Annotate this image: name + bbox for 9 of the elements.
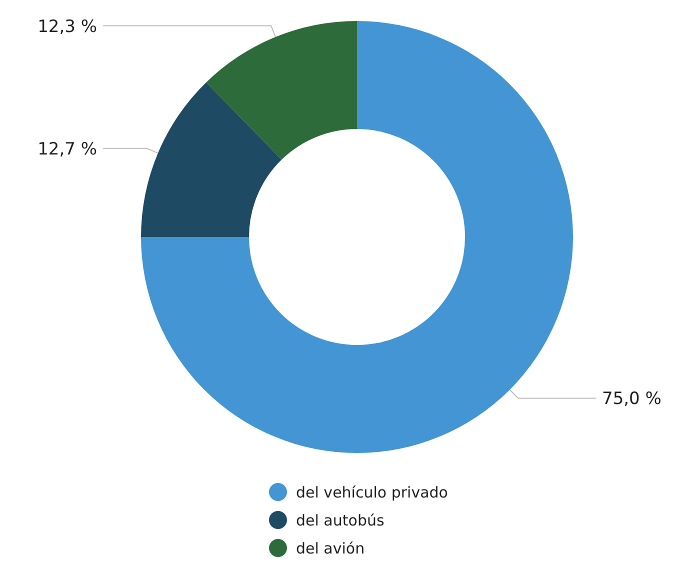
legend-label: del avión — [296, 539, 365, 558]
data-label: 12,3 % — [38, 16, 97, 37]
donut-slice — [206, 21, 357, 160]
legend-label: del vehículo privado — [296, 483, 448, 502]
legend-label: del autobús — [296, 511, 384, 530]
donut-slice — [141, 21, 573, 453]
data-label: 75,0 % — [602, 389, 662, 410]
data-label: 12,7 % — [38, 139, 97, 160]
donut-slice — [141, 82, 282, 237]
